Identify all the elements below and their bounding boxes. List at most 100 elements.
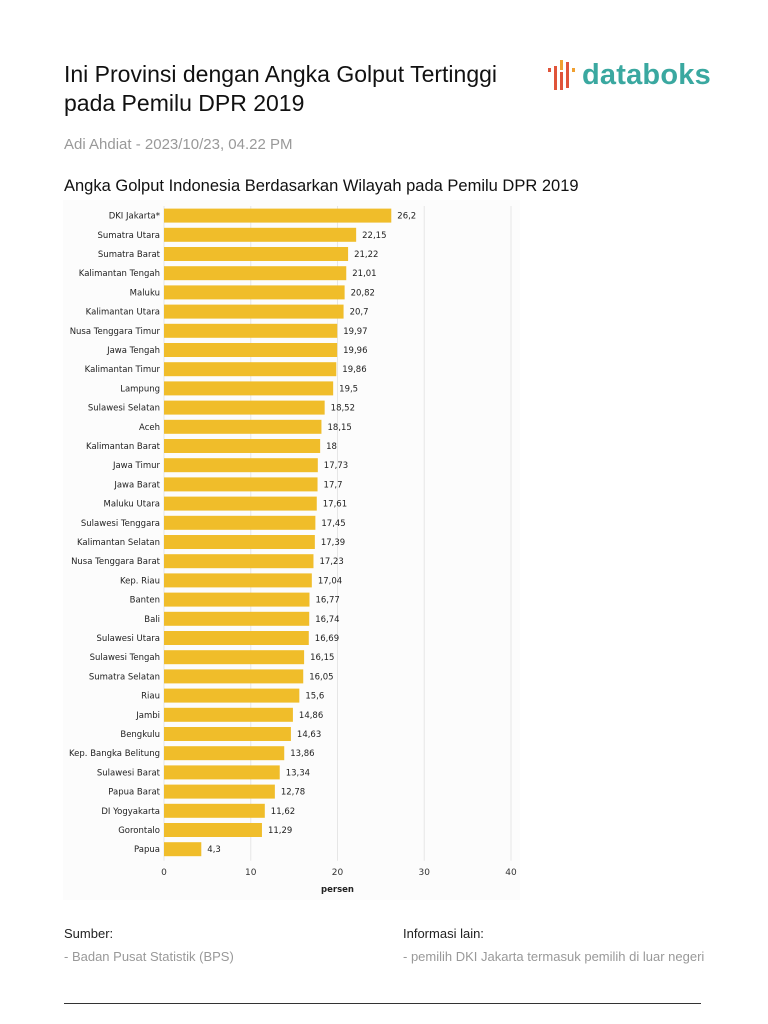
bar [164,496,317,511]
bar [164,688,300,703]
category-label: Papua [134,845,160,855]
bar [164,458,318,473]
category-label: Sumatra Utara [98,231,160,241]
category-label: Nusa Tenggara Timur [70,327,161,337]
category-label: Bali [144,615,160,625]
x-tick-label: 0 [161,868,167,878]
value-label: 18,52 [331,404,355,414]
divider [64,1003,701,1004]
bar [164,554,314,569]
byline: Adi Ahdiat - 2023/10/23, 04.22 PM [64,136,293,153]
bar [164,803,265,818]
category-label: Lampung [120,384,160,394]
value-label: 21,22 [354,250,378,260]
value-label: 16,69 [315,634,339,644]
databoks-logo[interactable]: databoks [548,58,711,92]
value-label: 17,61 [323,500,347,510]
value-label: 20,82 [351,288,375,298]
bar [164,400,325,415]
value-label: 16,15 [310,653,334,663]
value-label: 19,5 [339,384,358,394]
value-label: 11,29 [268,826,292,836]
category-label: Nusa Tenggara Barat [71,557,161,567]
value-label: 19,96 [343,346,367,356]
category-label: Kalimantan Timur [85,365,161,375]
bar [164,381,334,396]
bar [164,362,337,377]
bar [164,842,202,857]
value-label: 16,05 [309,672,333,682]
value-label: 19,86 [342,365,366,375]
value-label: 16,74 [315,615,339,625]
category-label: Sulawesi Selatan [88,404,160,414]
x-tick-label: 10 [245,868,257,878]
bar [164,535,315,549]
value-label: 22,15 [362,231,386,241]
chart-title: Angka Golput Indonesia Berdasarkan Wilay… [64,177,579,195]
value-label: 17,23 [319,557,343,567]
category-label: Kep. Riau [120,576,160,586]
value-label: 14,63 [297,730,321,740]
value-label: 13,34 [286,768,310,778]
category-label: Sulawesi Tengah [90,653,160,663]
bar [164,343,338,357]
bar [164,611,310,626]
value-label: 17,45 [321,519,345,529]
value-label: 15,6 [305,692,324,702]
category-label: Sulawesi Barat [97,768,161,778]
info-block: Informasi lain: - pemilih DKI Jakarta te… [403,926,704,964]
value-label: 17,73 [324,461,348,471]
info-value: - pemilih DKI Jakarta termasuk pemilih d… [403,949,705,964]
bar [164,515,316,530]
bar [164,266,347,281]
chart-panel: 0 10 20 30 40 DKI Jakarta* 26,2 Sumatra Utara 22… [63,200,520,900]
bar [164,784,275,799]
info-label: Informasi lain: [403,926,484,941]
bar [164,208,392,223]
x-tick-label: 40 [505,868,517,878]
logo-text: databoks [582,58,711,91]
category-label: Sulawesi Utara [97,634,161,644]
value-label: 13,86 [290,749,314,759]
category-label: Kalimantan Barat [86,442,161,452]
category-label: Jawa Timur [112,461,161,471]
bar [164,419,322,434]
value-label: 16,77 [315,596,339,606]
value-label: 19,97 [343,327,367,337]
x-axis-label: persen [321,885,354,895]
category-label: Gorontalo [118,826,160,836]
x-tick-label: 20 [332,868,344,878]
category-label: Jawa Tengah [106,346,160,356]
value-label: 17,39 [321,538,345,548]
bar [164,247,349,261]
bar [164,477,318,492]
bar [164,631,309,645]
value-label: 21,01 [352,269,376,279]
value-label: 17,7 [324,480,343,490]
category-label: Maluku Utara [103,500,160,510]
category-label: Banten [130,596,160,606]
bar [164,439,321,453]
value-label: 18 [326,442,337,452]
bar [164,650,305,665]
bar [164,573,312,588]
bar-chart: 0 10 20 30 40 DKI Jakarta* 26,2 Sumatra Utara 22… [69,206,517,895]
bar [164,285,345,300]
page-title: Ini Provinsi dengan Angka Golput Terting… [64,61,498,116]
bar [164,227,357,242]
bar [164,823,262,837]
bar [164,669,304,684]
category-label: Kep. Bangka Belitung [69,749,160,759]
category-label: DKI Jakarta* [109,212,160,222]
logo-bars-icon [548,60,575,90]
category-label: Sulawesi Tenggara [81,519,160,529]
category-label: Kalimantan Tengah [79,269,160,279]
value-label: 4,3 [207,845,221,855]
value-label: 20,7 [350,308,369,318]
category-label: Papua Barat [108,788,160,798]
category-label: Sumatra Selatan [89,672,160,682]
category-label: Jawa Barat [113,480,160,490]
bar [164,323,338,338]
category-label: Maluku [130,288,160,298]
category-label: Bengkulu [120,730,160,740]
